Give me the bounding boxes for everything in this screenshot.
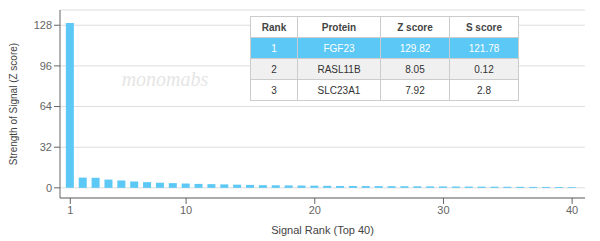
html-text:3: 3 [271, 84, 277, 96]
html-text:2.8: 2.8 [477, 84, 491, 96]
svg-text:30: 30 [437, 204, 449, 216]
html-text:2: 2 [271, 63, 277, 75]
html-text:SLC23A1: SLC23A1 [317, 84, 361, 96]
svg-text:1: 1 [67, 204, 73, 216]
svg-text:0: 0 [46, 182, 52, 194]
svg-text:Strength of Signal (Z score): Strength of Signal (Z score) [8, 43, 19, 165]
html-text:0.12: 0.12 [474, 63, 494, 75]
html-text:FGF23: FGF23 [323, 42, 355, 54]
html-text:129.82: 129.82 [399, 42, 431, 54]
html-text:Rank: Rank [261, 21, 287, 33]
html-text:121.78: 121.78 [468, 42, 500, 54]
svg-text:20: 20 [309, 204, 321, 216]
html-text:monomabs: monomabs [121, 68, 209, 90]
html-text:1: 1 [271, 42, 277, 54]
html-text:8.05: 8.05 [405, 63, 425, 75]
svg-text:40: 40 [566, 204, 578, 216]
html-text:7.92: 7.92 [405, 84, 425, 96]
svg-text:10: 10 [180, 204, 192, 216]
svg-text:32: 32 [40, 141, 52, 153]
svg-text:96: 96 [40, 60, 52, 72]
html-text:Protein: Protein [321, 21, 357, 33]
html-text:S score: S score [465, 21, 503, 33]
svg-text:128: 128 [34, 19, 52, 31]
html-text:RASL11B: RASL11B [317, 63, 361, 75]
svg-text:64: 64 [40, 100, 52, 112]
html-text:Z score: Z score [397, 21, 433, 33]
svg-text:Signal Rank (Top 40): Signal Rank (Top 40) [271, 224, 374, 236]
